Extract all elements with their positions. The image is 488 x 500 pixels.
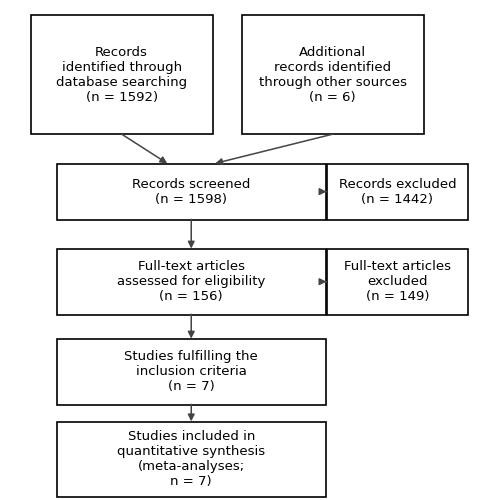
Text: Full-text articles
assessed for eligibility
(n = 156): Full-text articles assessed for eligibil…	[117, 260, 265, 303]
Text: Full-text articles
excluded
(n = 149): Full-text articles excluded (n = 149)	[344, 260, 451, 303]
FancyBboxPatch shape	[57, 249, 325, 314]
Text: Records excluded
(n = 1442): Records excluded (n = 1442)	[339, 178, 456, 206]
FancyBboxPatch shape	[327, 164, 468, 220]
Text: Records
identified through
database searching
(n = 1592): Records identified through database sear…	[56, 46, 187, 104]
Text: Studies included in
quantitative synthesis
(meta-analyses;
n = 7): Studies included in quantitative synthes…	[117, 430, 265, 488]
FancyBboxPatch shape	[57, 164, 325, 220]
Text: Additional
records identified
through other sources
(n = 6): Additional records identified through ot…	[259, 46, 407, 104]
FancyBboxPatch shape	[57, 339, 325, 404]
Text: Studies fulfilling the
inclusion criteria
(n = 7): Studies fulfilling the inclusion criteri…	[124, 350, 258, 393]
Text: Records screened
(n = 1598): Records screened (n = 1598)	[132, 178, 250, 206]
FancyBboxPatch shape	[327, 249, 468, 314]
FancyBboxPatch shape	[31, 15, 213, 134]
FancyBboxPatch shape	[242, 15, 424, 134]
FancyBboxPatch shape	[57, 422, 325, 497]
